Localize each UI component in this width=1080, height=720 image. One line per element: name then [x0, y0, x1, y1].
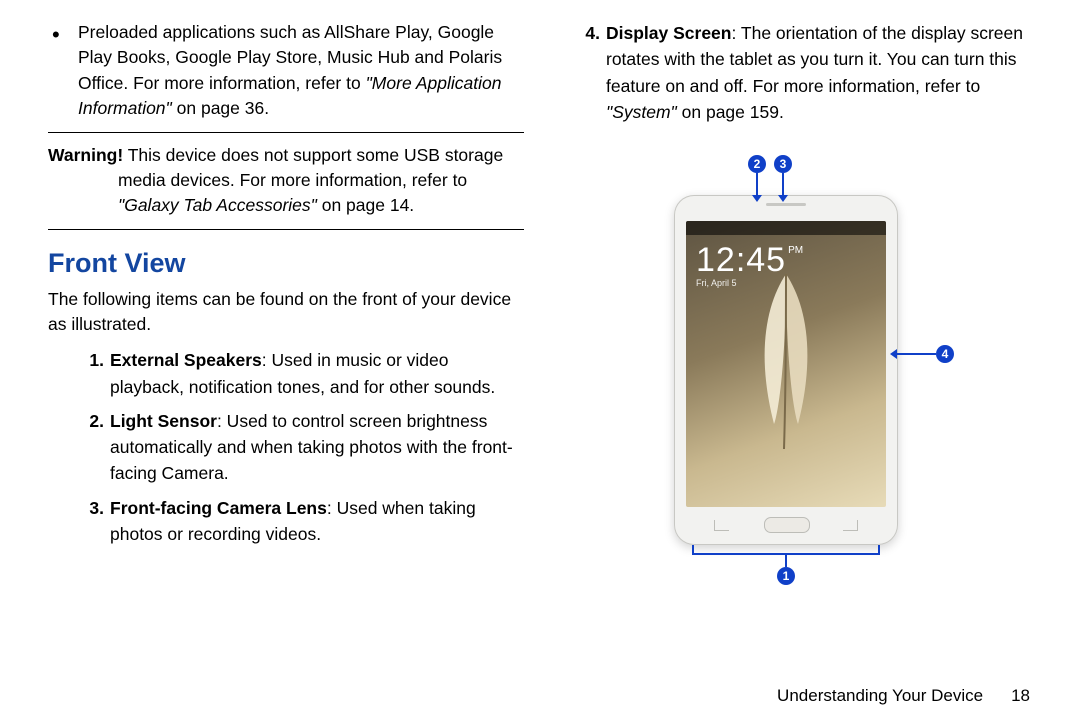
item-bold: Front-facing Camera Lens: [110, 498, 327, 518]
rule-top: [48, 132, 524, 133]
callout-bracket: [878, 545, 880, 555]
callout-lead: [756, 173, 758, 197]
section-intro: The following items can be found on the …: [48, 287, 524, 338]
list-item: 1. External Speakers: Used in music or v…: [48, 347, 524, 400]
warning-ital: "Galaxy Tab Accessories": [118, 195, 317, 215]
callout-lead: [785, 553, 787, 567]
clock-ampm: PM: [788, 245, 803, 256]
item-bold: Light Sensor: [110, 411, 217, 431]
item-body: Light Sensor: Used to control screen bri…: [110, 408, 524, 487]
warning-line3: "Galaxy Tab Accessories" on page 14.: [48, 193, 524, 218]
right-column: 4. Display Screen: The orientation of th…: [564, 20, 1040, 710]
arrow-icon: [752, 195, 762, 202]
item-rest-b: on page 159.: [677, 102, 784, 122]
item-number: 4.: [564, 20, 606, 125]
tablet-illustration: 12:45PM Fri, April 5: [674, 195, 898, 545]
page-footer: Understanding Your Device 18: [777, 686, 1030, 706]
item-body: External Speakers: Used in music or vide…: [110, 347, 524, 400]
status-bar: [686, 221, 886, 235]
warning-block: Warning! This device does not support so…: [48, 143, 524, 219]
item-body: Display Screen: The orientation of the d…: [606, 20, 1040, 125]
list-item: 2. Light Sensor: Used to control screen …: [48, 408, 524, 487]
arrow-icon: [890, 349, 897, 359]
rule-bottom: [48, 229, 524, 230]
item-bold: External Speakers: [110, 350, 262, 370]
item-body: Front-facing Camera Lens: Used when taki…: [110, 495, 524, 548]
left-column: • Preloaded applications such as AllShar…: [48, 20, 524, 710]
section-heading: Front View: [48, 248, 524, 279]
item-number: 2.: [48, 408, 110, 487]
callout-bracket: [692, 545, 694, 555]
bullet-icon: •: [48, 20, 78, 122]
callout-lead: [896, 353, 936, 355]
tablet-screen: 12:45PM Fri, April 5: [686, 221, 886, 507]
arrow-icon: [778, 195, 788, 202]
bullet-text: Preloaded applications such as AllShare …: [78, 20, 524, 122]
callout-1: 1: [777, 567, 795, 585]
callout-4: 4: [936, 345, 954, 363]
softkey-icon: [843, 520, 858, 531]
callout-2: 2: [748, 155, 766, 173]
item-bold: Display Screen: [606, 23, 731, 43]
warning-label: Warning!: [48, 145, 123, 165]
list-item: 3. Front-facing Camera Lens: Used when t…: [48, 495, 524, 548]
item-number: 3.: [48, 495, 110, 548]
bullet-line4: page 36.: [201, 98, 269, 118]
warning-line2: media devices. For more information, ref…: [48, 168, 524, 193]
feather-icon: [716, 264, 856, 464]
callout-lead: [782, 173, 784, 197]
device-diagram: 2 3 4 1 12:45PM Fri, April: [564, 155, 1040, 585]
bullet-line3b: on: [172, 98, 196, 118]
preloaded-bullet: • Preloaded applications such as AllShar…: [48, 20, 524, 122]
list-item-4: 4. Display Screen: The orientation of th…: [564, 20, 1040, 125]
home-button-icon: [764, 517, 810, 533]
callout-3: 3: [774, 155, 792, 173]
warning-line1: This device does not support some USB st…: [123, 145, 503, 165]
item-number: 1.: [48, 347, 110, 400]
item-ital: "System": [606, 102, 677, 122]
footer-chapter: Understanding Your Device: [777, 686, 983, 705]
warning-tail: on page 14.: [317, 195, 414, 215]
footer-page: 18: [1011, 686, 1030, 705]
bullet-line3a: information, refer to: [209, 73, 366, 93]
softkey-icon: [714, 520, 729, 531]
